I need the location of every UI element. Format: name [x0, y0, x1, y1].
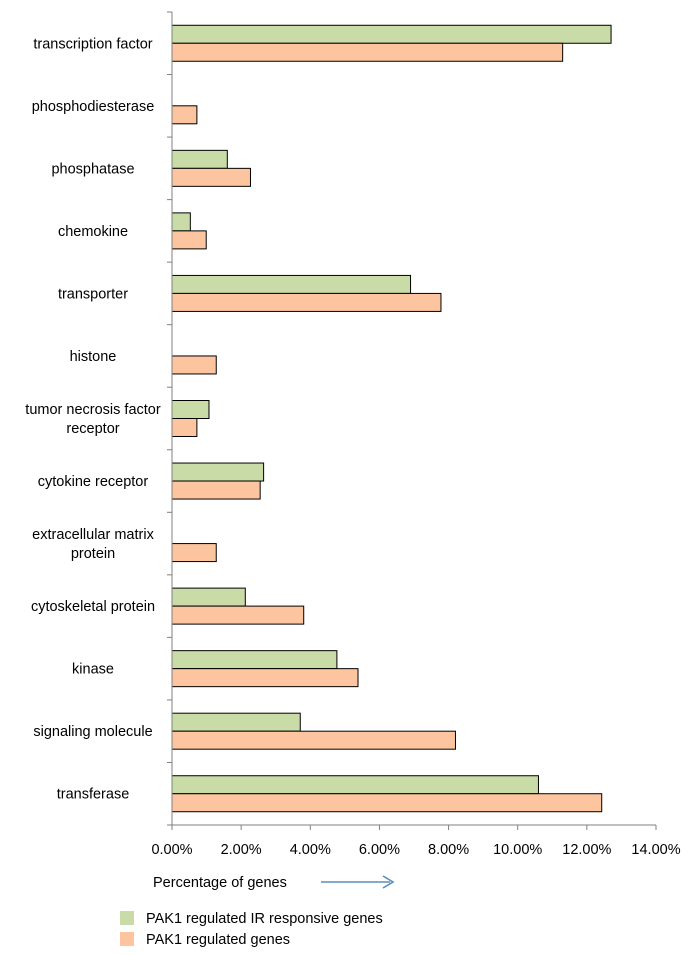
- bar-chemokine-series-2: [171, 230, 207, 250]
- bar-phosphatase-series-2: [171, 167, 251, 187]
- category-label-extracellular-matrix-protein-line-1: extracellular matrix: [32, 527, 154, 543]
- x-tick-label-5: 10.00%: [493, 842, 542, 858]
- bar-cytoskeletal-protein-series-2: [171, 605, 305, 625]
- bar-tumor-necrosis-factor-receptor-series-2: [171, 418, 198, 437]
- category-label-transcription-factor: transcription factor: [33, 36, 152, 52]
- bar-transferase-series-2: [171, 793, 603, 813]
- x-tick-label-3: 6.00%: [359, 842, 400, 858]
- bar-transcription-factor-series-2: [171, 42, 564, 62]
- bar-signaling-molecule-series-1: [171, 712, 301, 732]
- bar-transferase-series-1: [171, 775, 539, 795]
- bar-chemokine-series-1: [171, 212, 191, 232]
- bar-signaling-molecule-series-2: [171, 730, 456, 750]
- category-label-kinase: kinase: [72, 662, 114, 678]
- x-axis-label: Percentage of genes: [153, 875, 287, 891]
- category-labels: transcription factor phosphodiesterase pho…: [25, 36, 161, 802]
- axis-arrow: [321, 875, 395, 889]
- bar-kinase-series-2: [171, 668, 359, 688]
- bar-transporter-series-2: [171, 292, 442, 312]
- category-label-phosphodiesterase: phosphodiesterase: [32, 99, 155, 115]
- bar-transcription-factor-series-1: [171, 24, 612, 44]
- legend-label-regulated: PAK1 regulated genes: [146, 932, 290, 948]
- bar-phosphodiesterase-series-2: [171, 105, 198, 125]
- bar-extracellular-matrix-protein-series-2: [171, 543, 217, 563]
- bar-phosphatase-series-1: [171, 149, 228, 169]
- category-label-cytoskeletal-protein: cytoskeletal protein: [31, 599, 155, 615]
- x-tick-label-0: 0.00%: [151, 842, 192, 858]
- x-tick-label-1: 2.00%: [221, 842, 262, 858]
- x-tick-labels: 0.00% 2.00% 4.00% 6.00% 8.00% 10.00% 12.00% 14.…: [151, 842, 680, 858]
- legend-label-ir-responsive: PAK1 regulated IR responsive genes: [146, 911, 383, 927]
- bar-cytoskeletal-protein-series-1: [171, 587, 246, 607]
- category-label-histone: histone: [70, 349, 117, 365]
- category-label-tumor-necrosis-factor-receptor-line-2: receptor: [66, 421, 119, 437]
- bars-group: [171, 24, 612, 813]
- bar-cytokine-receptor-series-2: [171, 480, 261, 500]
- x-tick-label-7: 14.00%: [631, 842, 680, 858]
- category-label-extracellular-matrix-protein-line-2: protein: [71, 546, 115, 562]
- bar-cytokine-receptor-series-1: [171, 462, 265, 482]
- category-label-transporter: transporter: [58, 286, 128, 302]
- x-tick-label-2: 4.00%: [290, 842, 331, 858]
- x-tick-label-6: 12.00%: [562, 842, 611, 858]
- bar-kinase-series-1: [171, 650, 338, 670]
- category-label-tumor-necrosis-factor-receptor-line-1: tumor necrosis factor: [25, 402, 161, 418]
- legend-swatch-regulated: [120, 932, 134, 946]
- category-label-phosphatase: phosphatase: [51, 161, 134, 177]
- category-label-transferase: transferase: [57, 787, 130, 803]
- category-label-chemokine: chemokine: [58, 224, 128, 240]
- legend: PAK1 regulated IR responsive genes PAK1 …: [120, 911, 383, 948]
- bar-tumor-necrosis-factor-receptor-series-1: [171, 400, 210, 419]
- bar-transporter-series-1: [171, 274, 412, 294]
- axes-group: [167, 11, 657, 830]
- legend-swatch-ir-responsive: [120, 911, 134, 925]
- bar-histone-series-2: [171, 355, 217, 375]
- x-tick-label-4: 8.00%: [428, 842, 469, 858]
- category-label-signaling-molecule: signaling molecule: [33, 724, 152, 740]
- category-label-cytokine-receptor: cytokine receptor: [38, 474, 149, 490]
